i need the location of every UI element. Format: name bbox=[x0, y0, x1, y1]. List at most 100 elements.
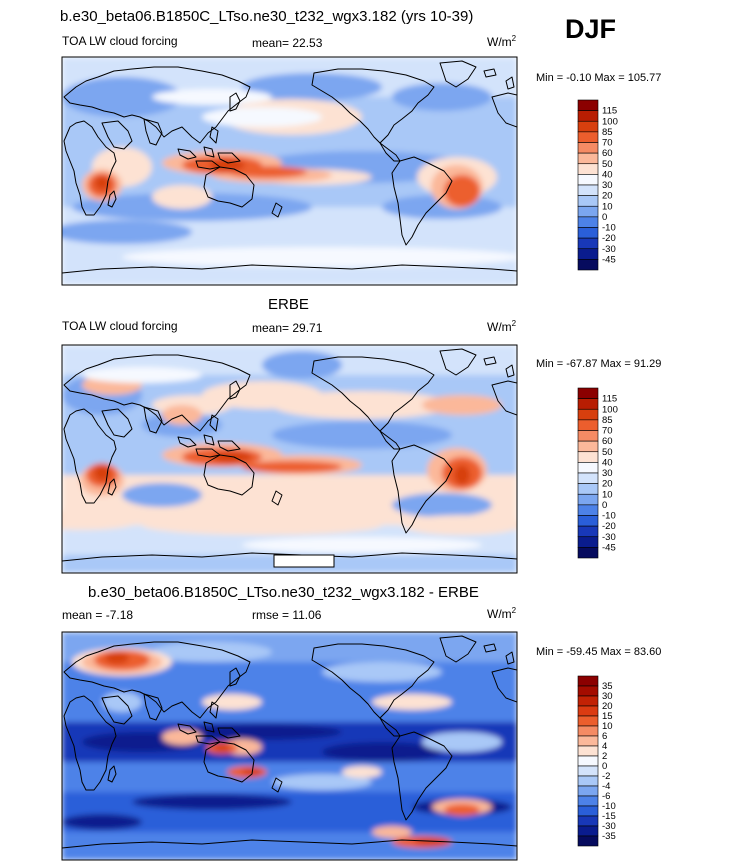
difference-map bbox=[61, 631, 518, 861]
colorbar-swatch bbox=[577, 408, 599, 421]
colorbar-level-label: 85 bbox=[602, 127, 613, 138]
colorbar-level-label: -10 bbox=[602, 223, 616, 234]
colorbar-level-label: 100 bbox=[602, 116, 618, 127]
colorbar-swatch bbox=[577, 195, 599, 207]
colorbar-swatch bbox=[577, 735, 599, 747]
colorbar-swatch bbox=[577, 795, 599, 807]
colorbar-level-label: 10 bbox=[602, 721, 613, 732]
colorbar-level-label: 10 bbox=[602, 201, 613, 212]
case-title: b.e30_beta06.B1850C_LTso.ne30_t232_wgx3.… bbox=[60, 8, 474, 25]
colorbar-level-label: 115 bbox=[602, 394, 617, 405]
panel1-minmax: Min = -0.10 Max = 105.77 bbox=[536, 72, 662, 84]
colorbar-swatch bbox=[577, 835, 599, 847]
panel3-title: b.e30_beta06.B1850C_LTso.ne30_t232_wgx3.… bbox=[88, 584, 479, 601]
colorbar-swatch bbox=[577, 440, 599, 453]
colorbar-level-label: 20 bbox=[602, 701, 613, 712]
colorbar-swatch bbox=[577, 216, 599, 228]
colorbar-swatch bbox=[577, 745, 599, 757]
erbe-map bbox=[61, 344, 518, 574]
colorbar-level-label: 0 bbox=[602, 500, 607, 511]
colorbar-level-label: 40 bbox=[602, 169, 613, 180]
colorbar-swatch bbox=[577, 110, 599, 122]
colorbar-level-label: 70 bbox=[602, 138, 613, 149]
colorbar-swatch bbox=[577, 695, 599, 707]
panel2-title: ERBE bbox=[268, 296, 309, 313]
colorbar-level-label: 0 bbox=[602, 212, 607, 223]
colorbar-swatch bbox=[577, 493, 599, 506]
colorbar-swatch bbox=[577, 483, 599, 495]
panel2-variable: TOA LW cloud forcing bbox=[62, 319, 178, 333]
panel2-mean: mean= 29.71 bbox=[252, 321, 323, 335]
colorbar-swatch bbox=[577, 184, 599, 196]
colorbar-swatch bbox=[577, 259, 599, 271]
colorbar-level-label: -15 bbox=[602, 811, 616, 822]
colorbar-level-label: -30 bbox=[602, 532, 616, 543]
colorbar-level-label: 85 bbox=[602, 415, 613, 426]
colorbar-swatch bbox=[577, 131, 599, 143]
colorbar-level-label: -6 bbox=[602, 791, 610, 802]
colorbar-swatch bbox=[577, 174, 599, 186]
colorbar-level-label: -4 bbox=[602, 781, 610, 792]
colorbar-swatch bbox=[577, 419, 599, 431]
colorbar-level-label: -10 bbox=[602, 511, 616, 522]
colorbar-level-label: -20 bbox=[602, 233, 616, 244]
colorbar-swatch bbox=[577, 152, 599, 165]
model-map bbox=[61, 56, 518, 286]
colorbar-level-label: 60 bbox=[602, 436, 613, 447]
colorbar-level-label: 100 bbox=[602, 404, 618, 415]
colorbar-swatch bbox=[577, 227, 599, 239]
colorbar-level-label: 60 bbox=[602, 148, 613, 159]
panel1-variable: TOA LW cloud forcing bbox=[62, 34, 178, 48]
colorbar-level-label: 20 bbox=[602, 479, 613, 490]
panel3-mean: mean = -7.18 bbox=[62, 608, 134, 622]
colorbar-swatch bbox=[577, 515, 599, 527]
colorbar-swatch bbox=[577, 504, 599, 516]
colorbar-level-label: 6 bbox=[602, 731, 607, 742]
colorbar-swatch bbox=[577, 99, 599, 111]
panel2-minmax: Min = -67.87 Max = 91.29 bbox=[536, 358, 662, 370]
colorbar-swatch bbox=[577, 685, 599, 697]
panel1-mean: mean= 22.53 bbox=[252, 36, 323, 50]
colorbar-level-label: 0 bbox=[602, 761, 607, 772]
colorbar-level-label: -10 bbox=[602, 801, 616, 812]
colorbar-level-label: 4 bbox=[602, 741, 607, 752]
colorbar-swatch bbox=[577, 815, 599, 827]
colorbar-level-label: 15 bbox=[602, 711, 613, 722]
colorbar-level-label: -30 bbox=[602, 244, 616, 255]
colorbar-swatch bbox=[577, 237, 599, 250]
colorbar-swatch bbox=[577, 785, 599, 797]
colorbar-level-label: 35 bbox=[602, 681, 613, 692]
colorbar-level-label: -45 bbox=[602, 254, 616, 265]
colorbar-swatch bbox=[577, 755, 599, 767]
colorbar-swatch bbox=[577, 398, 599, 410]
colorbar-swatch bbox=[577, 142, 599, 154]
colorbar-swatch bbox=[577, 705, 599, 717]
colorbar-swatch bbox=[577, 462, 599, 474]
colorbar-level-label: 30 bbox=[602, 180, 613, 191]
season-label: DJF bbox=[565, 14, 617, 44]
colorbar-swatch bbox=[577, 775, 599, 787]
colorbar-swatch bbox=[577, 430, 599, 442]
colorbar-level-label: -45 bbox=[602, 542, 616, 553]
colorbar-swatch bbox=[577, 387, 599, 399]
colorbar-swatch bbox=[577, 715, 599, 727]
colorbar-level-label: 50 bbox=[602, 447, 613, 458]
colorbar-swatch bbox=[577, 825, 599, 837]
colorbar-swatch bbox=[577, 547, 599, 559]
panel3-units: W/m2 bbox=[487, 606, 517, 621]
colorbar-swatch bbox=[577, 472, 599, 484]
colorbar-level-label: -35 bbox=[602, 831, 616, 842]
colorbar-level-label: -20 bbox=[602, 521, 616, 532]
colorbar-level-label: 30 bbox=[602, 691, 613, 702]
colorbar-swatch bbox=[577, 205, 599, 218]
colorbar-swatch bbox=[577, 451, 599, 463]
colorbar-level-label: -2 bbox=[602, 771, 610, 782]
colorbar-swatch bbox=[577, 765, 599, 777]
colorbar-swatch bbox=[577, 805, 599, 817]
colorbar-swatch bbox=[577, 248, 599, 260]
colorbar-level-label: 115 bbox=[602, 106, 617, 117]
colorbar-level-label: 70 bbox=[602, 426, 613, 437]
colorbar-level-label: 2 bbox=[602, 751, 607, 762]
